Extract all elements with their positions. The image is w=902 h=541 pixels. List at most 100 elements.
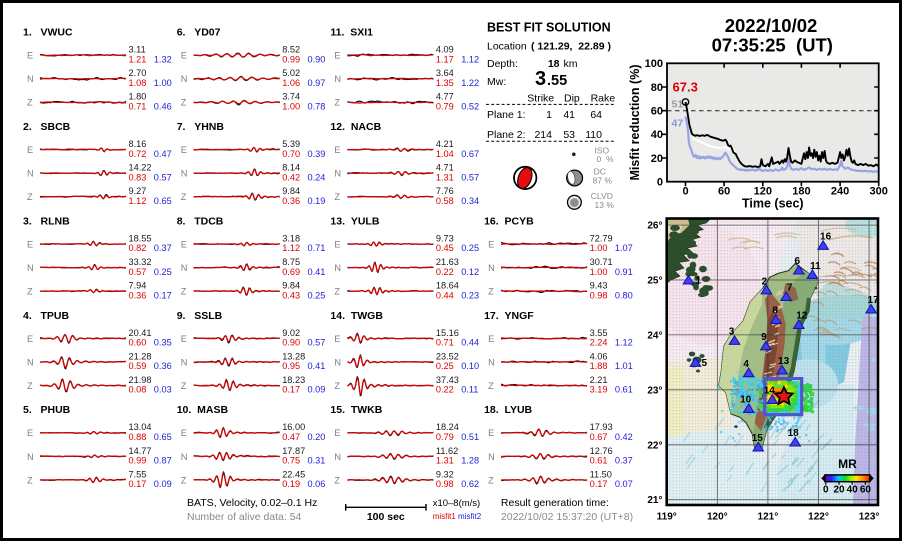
svg-text:0.57: 0.57 [129,267,147,277]
svg-text:21.98: 21.98 [129,375,152,385]
svg-text:60: 60 [860,484,872,495]
svg-text:1: 1 [696,276,702,287]
svg-text:2022/10/02: 2022/10/02 [725,15,818,36]
svg-text:Z: Z [27,98,33,108]
svg-text:1.12: 1.12 [129,196,147,206]
svg-text:DC: DC [594,167,606,177]
svg-text:0.52: 0.52 [461,102,479,112]
svg-text:0.90: 0.90 [282,338,300,348]
svg-text:0.58: 0.58 [436,196,454,206]
svg-text:37.43: 37.43 [436,375,459,385]
svg-text:0.25: 0.25 [154,267,172,277]
svg-text:5.39: 5.39 [282,139,300,149]
svg-text:9: 9 [761,332,767,343]
svg-text:21°: 21° [647,495,662,506]
svg-text:0.17: 0.17 [282,385,300,395]
svg-text:Dip: Dip [564,92,580,104]
svg-text:0.35: 0.35 [154,338,172,348]
svg-text:E: E [181,239,187,249]
svg-text:0.43: 0.43 [282,290,300,300]
svg-text:0.42: 0.42 [615,432,633,442]
svg-text:E: E [181,428,187,438]
svg-text:3.11: 3.11 [129,45,146,55]
svg-text:1.00: 1.00 [590,267,608,277]
svg-text:Strike: Strike [527,92,554,104]
svg-text:0.69: 0.69 [282,267,300,277]
svg-text:0.87: 0.87 [154,456,172,466]
svg-text:9. SSLB: 9. SSLB [177,310,223,322]
svg-text:8.52: 8.52 [282,45,300,55]
svg-text:E: E [334,334,340,344]
svg-text:N: N [27,263,34,273]
svg-text:17.93: 17.93 [590,422,613,432]
svg-text:BATS, Velocity, 0.02–0.1 Hz: BATS, Velocity, 0.02–0.1 Hz [187,497,317,509]
svg-text:Z: Z [334,287,340,297]
svg-text:8. TDCB: 8. TDCB [177,215,224,227]
svg-text:4.21: 4.21 [436,139,454,149]
svg-text:12. NACB: 12. NACB [330,121,381,133]
svg-text:3: 3 [535,68,546,90]
svg-text:0.71: 0.71 [308,243,326,253]
svg-text:2.70: 2.70 [129,68,147,78]
svg-text:51: 51 [672,98,684,110]
svg-text:100 sec: 100 sec [367,511,405,523]
svg-text:3.64: 3.64 [436,68,454,78]
svg-text:17.87: 17.87 [282,446,305,456]
svg-text:Result generation time:: Result generation time: [501,497,609,509]
svg-text:1.80: 1.80 [129,92,147,102]
svg-text:0.09: 0.09 [154,479,172,489]
svg-text:4.09: 4.09 [436,45,454,55]
svg-text:40: 40 [651,129,663,141]
svg-text:misfit1 misfit2: misfit1 misfit2 [433,512,482,521]
svg-text:Z: Z [334,98,340,108]
svg-text:Z: Z [334,192,340,202]
svg-text:8.75: 8.75 [282,257,300,267]
svg-text:23°: 23° [647,385,662,396]
svg-text:0.39: 0.39 [308,149,326,159]
svg-text:8.14: 8.14 [282,163,300,173]
svg-text:72.79: 72.79 [590,233,613,243]
svg-text:1.00: 1.00 [590,243,608,253]
svg-text:4: 4 [743,359,749,370]
svg-text:N: N [334,263,341,273]
svg-text:0.97: 0.97 [308,78,326,88]
svg-text:0.41: 0.41 [308,267,326,277]
svg-text:16. PCYB: 16. PCYB [484,215,534,227]
svg-text:16.00: 16.00 [282,422,305,432]
svg-text:47: 47 [672,118,684,130]
svg-text:14.22: 14.22 [129,163,152,173]
svg-text:3.55: 3.55 [590,328,608,338]
svg-text:BEST FIT SOLUTION: BEST FIT SOLUTION [487,20,611,34]
svg-text:11: 11 [810,261,821,272]
svg-text:0.41: 0.41 [308,361,326,371]
svg-text:2. SBCB: 2. SBCB [23,121,71,133]
svg-text:0.17: 0.17 [154,290,172,300]
svg-text:18: 18 [548,58,560,70]
svg-text:0.57: 0.57 [308,338,326,348]
svg-text:0.06: 0.06 [308,479,326,489]
svg-text:0.91: 0.91 [615,267,633,277]
svg-text:0.60: 0.60 [129,338,147,348]
svg-text:1.28: 1.28 [461,456,479,466]
svg-text:53: 53 [563,129,575,141]
svg-text:0.34: 0.34 [461,196,479,206]
svg-text:1.88: 1.88 [590,361,608,371]
svg-text:15. TWKB: 15. TWKB [330,404,382,416]
svg-text:1. VWUC: 1. VWUC [23,27,73,39]
svg-text:120°: 120° [707,512,728,523]
svg-text:18.24: 18.24 [436,422,459,432]
svg-text:119°: 119° [657,512,677,523]
svg-text:E: E [488,428,494,438]
svg-text:16: 16 [820,231,832,242]
svg-text:0.22: 0.22 [436,385,454,395]
svg-text:0.23: 0.23 [461,290,479,300]
svg-text:Z: Z [181,192,187,202]
svg-text:1.04: 1.04 [436,149,454,159]
svg-text:18: 18 [788,428,800,439]
svg-text:0.47: 0.47 [154,149,172,159]
svg-text:9.73: 9.73 [436,233,454,243]
svg-text:3: 3 [729,326,735,337]
svg-text:1.00: 1.00 [154,78,172,88]
svg-text:0.46: 0.46 [154,102,172,112]
svg-text:0.20: 0.20 [308,432,326,442]
